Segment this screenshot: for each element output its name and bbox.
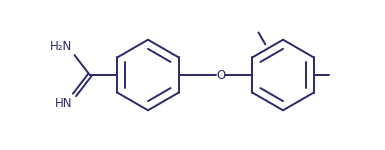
Text: HN: HN xyxy=(55,97,72,110)
Text: H₂N: H₂N xyxy=(50,40,72,53)
Text: O: O xyxy=(216,69,225,81)
